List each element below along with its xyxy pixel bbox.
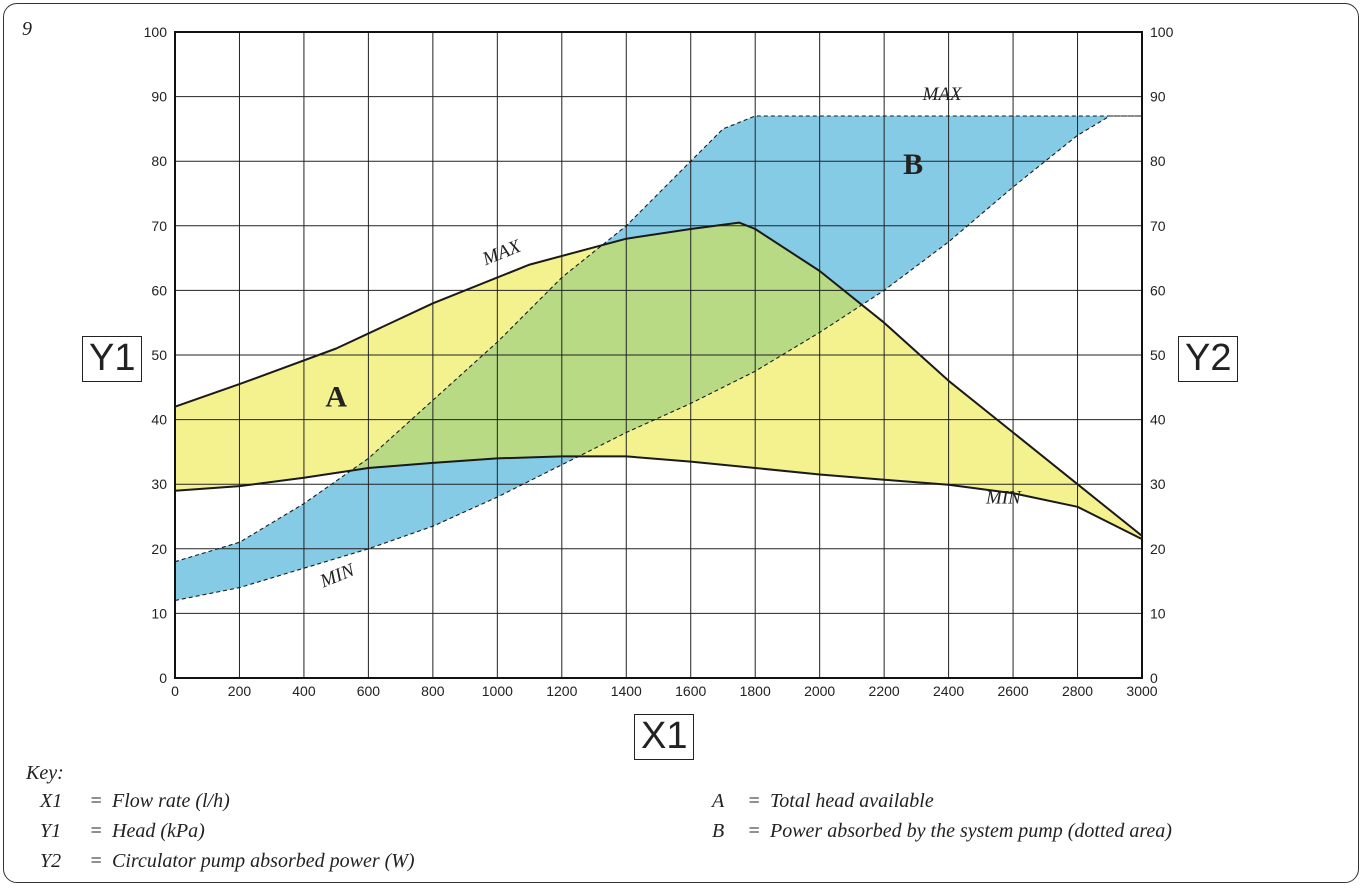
x-tick-label: 3000 bbox=[1126, 683, 1157, 699]
key-equals: = bbox=[747, 790, 761, 812]
y2-tick-label: 80 bbox=[1150, 153, 1166, 169]
curve-head-min bbox=[174, 455, 1143, 540]
y2-tick-label: 50 bbox=[1150, 347, 1166, 363]
label-power-max: MAX bbox=[922, 84, 963, 105]
y1-tick-label: 80 bbox=[151, 153, 167, 169]
key-text: Total head available bbox=[770, 790, 934, 812]
y1-axis-box: Y1 bbox=[82, 336, 143, 382]
chart-grid bbox=[174, 31, 1143, 679]
figure-frame bbox=[3, 3, 1359, 883]
area-label-b: B bbox=[903, 148, 923, 181]
x-tick-label: 1600 bbox=[675, 683, 706, 699]
key-item-y2: Y2 = Circulator pump absorbed power (W) bbox=[40, 850, 415, 873]
y1-tick-label: 100 bbox=[144, 24, 168, 40]
chart-ticks: 0 200 400 600 800 1000 1200 1400 1600 1800 2000 220… bbox=[144, 24, 1174, 699]
figure-number: 9 bbox=[22, 18, 32, 40]
key-symbol: B bbox=[712, 820, 725, 842]
label-head-min: MIN bbox=[985, 488, 1022, 509]
key-symbol: A bbox=[712, 790, 725, 812]
key-symbol: X1 bbox=[40, 790, 63, 812]
y2-tick-label: 40 bbox=[1150, 412, 1166, 428]
key-equals: = bbox=[89, 850, 103, 872]
key-equals: = bbox=[89, 790, 103, 812]
key-text: Circulator pump absorbed power (W) bbox=[112, 850, 415, 872]
y2-tick-label: 70 bbox=[1150, 218, 1166, 234]
y2-tick-label: 60 bbox=[1150, 282, 1166, 298]
y1-tick-label: 0 bbox=[159, 670, 167, 686]
x-tick-label: 400 bbox=[292, 683, 316, 699]
y2-tick-label: 10 bbox=[1150, 605, 1166, 621]
plot-border bbox=[174, 31, 1143, 679]
key-text: Flow rate (l/h) bbox=[112, 790, 230, 812]
key-item-b: B = Power absorbed by the system pump (dot… bbox=[712, 820, 1172, 843]
curve-power-min bbox=[174, 115, 1142, 602]
y2-tick-label: 30 bbox=[1150, 476, 1166, 492]
key-item-a: A = Total head available bbox=[712, 790, 934, 813]
curve-head-max bbox=[174, 221, 1143, 537]
y1-tick-label: 10 bbox=[151, 605, 167, 621]
x-tick-label: 200 bbox=[228, 683, 252, 699]
y2-tick-label: 0 bbox=[1150, 670, 1158, 686]
chart-areas bbox=[175, 116, 1142, 601]
x-tick-label: 2400 bbox=[933, 683, 964, 699]
x-tick-label: 2200 bbox=[869, 683, 900, 699]
label-head-max: MAX bbox=[479, 235, 525, 270]
key-item-y1: Y1 = Head (kPa) bbox=[40, 820, 205, 843]
x-tick-label: 2000 bbox=[804, 683, 835, 699]
x1-axis-box: X1 bbox=[634, 714, 695, 760]
y1-tick-label: 70 bbox=[151, 218, 167, 234]
x-tick-label: 1000 bbox=[482, 683, 513, 699]
x-tick-label: 800 bbox=[421, 683, 445, 699]
x-tick-label: 1800 bbox=[740, 683, 771, 699]
y1-tick-label: 90 bbox=[151, 89, 167, 105]
key-equals: = bbox=[89, 820, 103, 842]
key-title: Key: bbox=[26, 762, 64, 784]
chart-curves bbox=[174, 115, 1143, 602]
y1-tick-label: 30 bbox=[151, 476, 167, 492]
curve-power-max bbox=[174, 115, 1142, 563]
y2-axis-box: Y2 bbox=[1178, 336, 1239, 382]
x-tick-label: 0 bbox=[171, 683, 179, 699]
y1-tick-label: 20 bbox=[151, 541, 167, 557]
y1-tick-label: 60 bbox=[151, 282, 167, 298]
x-tick-label: 1200 bbox=[546, 683, 577, 699]
x-tick-label: 600 bbox=[357, 683, 381, 699]
key-text: Power absorbed by the system pump (dotte… bbox=[770, 820, 1172, 842]
y2-tick-label: 20 bbox=[1150, 541, 1166, 557]
key-equals: = bbox=[747, 820, 761, 842]
x-tick-label: 1400 bbox=[611, 683, 642, 699]
y1-tick-label: 40 bbox=[151, 412, 167, 428]
y1-tick-label: 50 bbox=[151, 347, 167, 363]
y2-tick-label: 100 bbox=[1150, 24, 1174, 40]
y2-tick-label: 90 bbox=[1150, 89, 1166, 105]
area-label-a: A bbox=[325, 381, 347, 414]
label-power-min: MIN bbox=[316, 559, 358, 592]
key-item-x1: X1 = Flow rate (l/h) bbox=[40, 790, 230, 813]
key-symbol: Y1 bbox=[40, 820, 62, 842]
key-text: Head (kPa) bbox=[112, 820, 205, 842]
key-symbol: Y2 bbox=[40, 850, 62, 872]
x-tick-label: 2800 bbox=[1062, 683, 1093, 699]
x-tick-label: 2600 bbox=[997, 683, 1028, 699]
